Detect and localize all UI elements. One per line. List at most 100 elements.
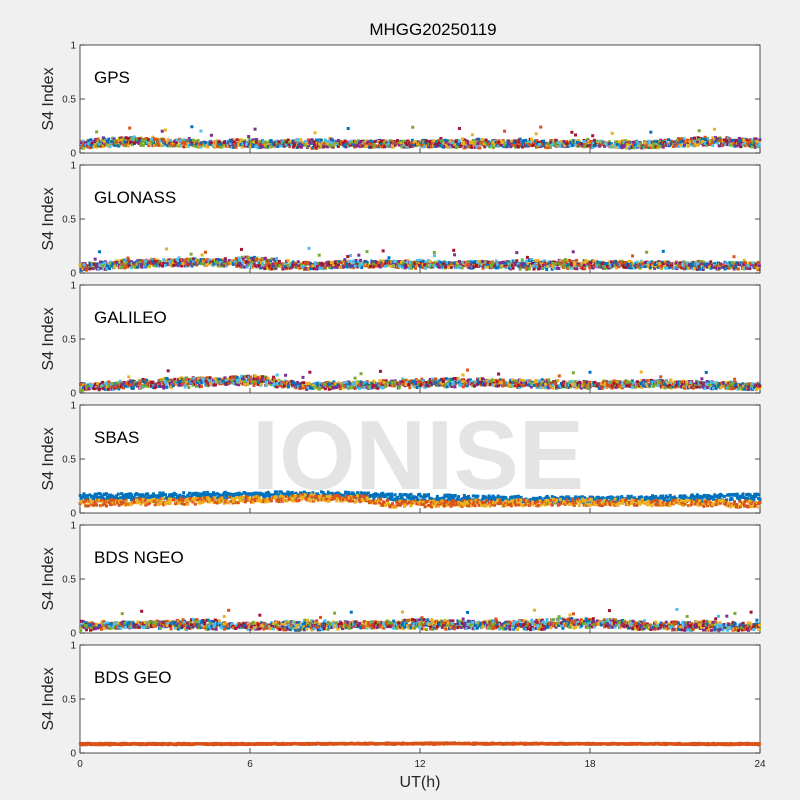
- data-point: [610, 131, 614, 135]
- data-point: [121, 141, 125, 145]
- data-point: [748, 267, 752, 271]
- data-point: [743, 137, 747, 141]
- data-point: [526, 262, 530, 266]
- data-point: [260, 379, 264, 383]
- data-point: [475, 379, 479, 383]
- data-point: [732, 255, 736, 259]
- data-point: [514, 261, 518, 265]
- data-point: [506, 144, 510, 148]
- data-point: [423, 265, 427, 269]
- data-point: [586, 384, 590, 388]
- data-point: [212, 142, 216, 146]
- data-point: [750, 263, 754, 267]
- data-point: [456, 145, 460, 149]
- data-point: [123, 140, 127, 144]
- data-point: [508, 142, 512, 146]
- data-point: [132, 135, 136, 139]
- data-point: [321, 384, 325, 388]
- data-point: [191, 144, 195, 148]
- data-point: [222, 262, 226, 266]
- data-point: [462, 140, 466, 144]
- data-point: [213, 145, 217, 149]
- data-point: [170, 385, 174, 389]
- data-point: [131, 386, 135, 390]
- data-point: [544, 385, 548, 389]
- data-point: [147, 138, 151, 142]
- data-point: [79, 141, 83, 145]
- data-point: [311, 386, 315, 390]
- data-point: [700, 264, 704, 268]
- data-point: [89, 143, 93, 147]
- data-point: [246, 144, 250, 148]
- data-point: [401, 260, 405, 264]
- data-point: [199, 129, 203, 133]
- data-point: [184, 260, 188, 264]
- data-point: [174, 144, 178, 148]
- data-point: [400, 145, 404, 149]
- data-point: [407, 266, 411, 270]
- data-point: [753, 265, 757, 269]
- data-point: [180, 144, 184, 148]
- data-point: [210, 142, 214, 146]
- data-point: [670, 140, 674, 144]
- data-point: [730, 263, 734, 267]
- data-point: [282, 384, 286, 388]
- data-point: [129, 380, 133, 384]
- data-point: [114, 385, 118, 389]
- data-point: [664, 266, 668, 270]
- data-point: [325, 381, 329, 385]
- data-point: [536, 259, 540, 263]
- data-point: [381, 379, 385, 383]
- data-point: [528, 139, 532, 143]
- data-point: [579, 142, 583, 146]
- data-point: [457, 139, 461, 143]
- data-point: [206, 258, 210, 262]
- data-point: [172, 263, 176, 267]
- data-point: [374, 264, 378, 268]
- data-point: [144, 259, 148, 263]
- data-point: [585, 143, 589, 147]
- data-point: [120, 259, 124, 263]
- data-point: [460, 137, 464, 141]
- data-point: [305, 142, 309, 146]
- data-point: [410, 138, 414, 142]
- data-point: [297, 264, 301, 268]
- data-point: [231, 143, 235, 147]
- data-point: [664, 140, 668, 144]
- data-point: [239, 247, 243, 251]
- data-point: [144, 378, 148, 382]
- data-point: [443, 138, 447, 142]
- data-point: [348, 382, 352, 386]
- data-point: [140, 265, 144, 269]
- data-point: [430, 377, 434, 381]
- data-point: [137, 137, 141, 141]
- data-point: [395, 141, 399, 145]
- data-point: [620, 146, 624, 150]
- data-point: [684, 266, 688, 270]
- data-point: [238, 258, 242, 262]
- data-point: [154, 260, 158, 264]
- data-point: [264, 384, 268, 388]
- data-point: [713, 138, 717, 142]
- data-point: [168, 381, 172, 385]
- data-point: [691, 137, 695, 141]
- data-point: [627, 140, 631, 144]
- data-point: [343, 142, 347, 146]
- data-point: [529, 264, 533, 268]
- data-point: [205, 260, 209, 264]
- data-point: [346, 126, 350, 130]
- data-point: [676, 385, 680, 389]
- data-point: [95, 384, 99, 388]
- data-point: [439, 262, 443, 266]
- data-point: [497, 141, 501, 145]
- data-point: [662, 141, 666, 145]
- data-point: [275, 256, 279, 260]
- data-point: [382, 139, 386, 143]
- data-point: [164, 382, 168, 386]
- data-point: [123, 266, 127, 270]
- data-point: [316, 143, 320, 147]
- data-point: [565, 264, 569, 268]
- data-point: [186, 382, 190, 386]
- data-point: [618, 140, 622, 144]
- data-point: [555, 386, 559, 390]
